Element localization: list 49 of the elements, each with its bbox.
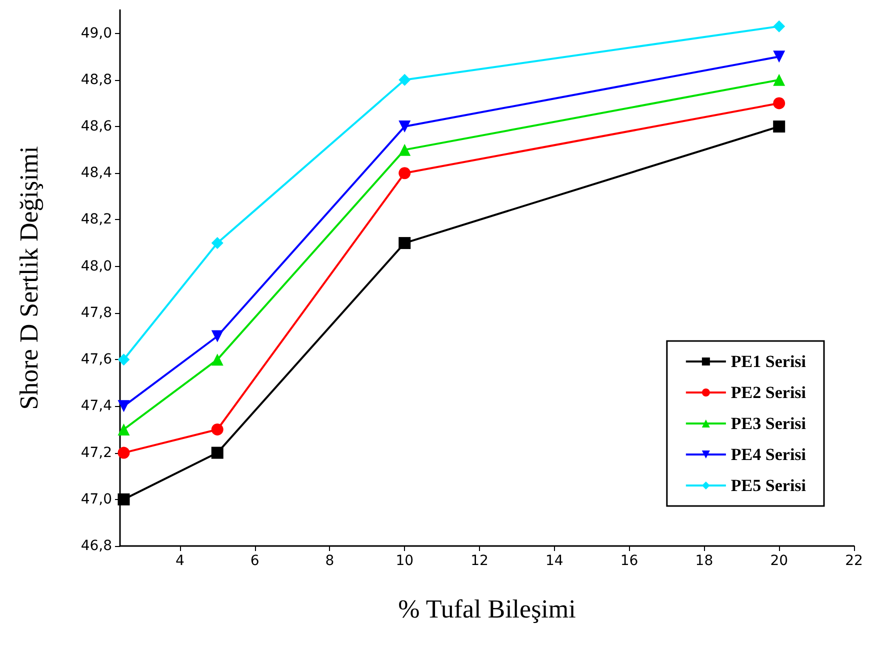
y-tick-label: 47,8 [80, 304, 112, 321]
point [398, 144, 411, 156]
y-tick-label: 47,4 [80, 398, 112, 414]
y-tick-label: 48,0 [80, 258, 112, 274]
x-tick-label: 4 [175, 553, 184, 569]
legend-label: PE1 Serisi [730, 352, 806, 371]
legend-label: PE3 Serisi [730, 414, 806, 433]
point [211, 330, 224, 342]
point [773, 74, 786, 86]
y-tick-label: 47,6 [80, 352, 112, 368]
point [398, 167, 411, 180]
point [118, 423, 130, 436]
legend-label: PE4 Serisi [730, 445, 806, 464]
point [211, 423, 224, 436]
point [398, 237, 411, 250]
y-tick-label: 48,2 [80, 212, 112, 228]
y-tick-label: 49,0 [80, 25, 112, 42]
point [211, 446, 224, 459]
x-tick-label: 20 [770, 553, 788, 569]
point [773, 50, 786, 63]
x-tick-label: 16 [620, 553, 638, 569]
y-tick-label: 47,0 [80, 491, 112, 508]
point [118, 354, 130, 366]
y-tick-label: 48,4 [80, 165, 112, 182]
y-tick-label: 48,6 [80, 118, 112, 135]
legend-label: PE2 Serisi [730, 383, 806, 402]
point [398, 74, 411, 86]
point [211, 354, 224, 366]
legend-label: PE5 Serisi [730, 476, 806, 495]
point [118, 446, 130, 459]
x-tick-label: 10 [396, 553, 414, 569]
y-tick-label: 48,8 [80, 72, 112, 88]
point [773, 20, 786, 32]
point [211, 237, 224, 250]
point [398, 120, 411, 133]
x-tick-label: 8 [325, 553, 334, 569]
point [773, 97, 786, 110]
point [118, 493, 130, 506]
x-tick-label: 18 [695, 553, 714, 569]
y-tick-label: 47,2 [80, 444, 112, 461]
point [773, 120, 786, 133]
y-tick-label: 46,8 [80, 538, 112, 554]
x-tick-label: 14 [545, 553, 564, 569]
y-axis-title: Shore D Sertlik Değişimi [14, 146, 44, 410]
x-axis-title: % Tufal Bileşimi [398, 594, 576, 624]
x-tick-label: 22 [845, 553, 863, 569]
x-tick-label: 12 [470, 553, 488, 569]
point [118, 400, 130, 412]
x-tick-label: 6 [250, 553, 260, 569]
